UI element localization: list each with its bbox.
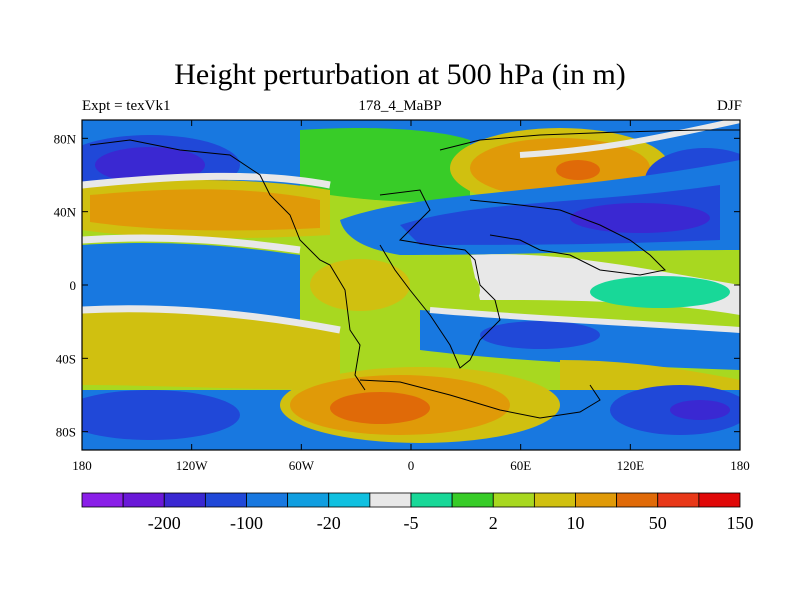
x-tick-label: 120W: [176, 458, 209, 473]
colorbar-swatch: [287, 492, 330, 508]
continent-outlines: [89, 129, 740, 419]
blob-atlantic-green: [300, 128, 470, 202]
colorbar-swatch: [204, 492, 247, 508]
outline-antarctica: [359, 379, 601, 419]
colorbar-swatch: [533, 492, 576, 508]
zero-contour-3: [82, 305, 341, 334]
outline-europe-africa: [379, 189, 501, 369]
blob-antarctic-max: [330, 392, 430, 424]
blob-sw-blue: [82, 390, 240, 440]
colorbar-swatch: [575, 492, 618, 508]
x-tick-label: 180: [72, 458, 92, 473]
colorbar-swatch: [451, 492, 494, 508]
blob-nw-deep: [95, 147, 205, 183]
left-string: Expt = texVk1: [82, 98, 171, 114]
colorbar-swatch: [657, 492, 700, 508]
colorbar-swatch: [122, 492, 165, 508]
blob-se-deep: [670, 400, 730, 420]
blob-pacific-deep: [570, 203, 710, 233]
blob-samerica-yellow: [310, 259, 410, 311]
axes: 180 120W 60W 0 60E 120E 180 80N 40N 0 40S 80S: [54, 120, 750, 473]
colorbar-label: 50: [649, 513, 667, 533]
x-tick-label: 180: [730, 458, 750, 473]
right-string: DJF: [716, 98, 742, 114]
y-tick-label: 40S: [56, 351, 76, 366]
zero-contour-2: [82, 234, 301, 254]
colorbar-swatch: [698, 492, 741, 508]
colorbar-swatch: [616, 492, 659, 508]
colorbar: -200 -100 -20 -5 2 10 50 150: [81, 492, 754, 533]
contour-field: [82, 120, 740, 450]
center-string: 178_4_MaBP: [358, 98, 442, 114]
band-40s-yellow: [82, 308, 340, 390]
colorbar-swatch: [369, 492, 412, 508]
colorbar-label: -5: [404, 513, 419, 533]
y-tick-label: 40N: [54, 205, 77, 220]
colorbar-label: 10: [567, 513, 585, 533]
colorbar-swatch: [328, 492, 371, 508]
x-tick-label: 0: [408, 458, 415, 473]
zero-contour-4: [429, 307, 740, 333]
colorbar-swatch: [246, 492, 289, 508]
blob-indian-green: [590, 276, 730, 308]
outline-asia: [439, 129, 740, 276]
y-tick-label: 80N: [54, 131, 77, 146]
outline-americas: [89, 139, 366, 391]
x-tick-label: 60W: [289, 458, 315, 473]
x-tick-label: 120E: [617, 458, 645, 473]
chart-title: Height perturbation at 500 hPa (in m): [174, 58, 626, 91]
x-tick-label: 60E: [510, 458, 531, 473]
blob-indian-deep: [480, 321, 600, 349]
zero-contour-1: [82, 172, 331, 189]
colorbar-label: -20: [317, 513, 341, 533]
y-tick-label: 0: [70, 278, 77, 293]
colorbar-swatch: [410, 492, 453, 508]
colorbar-label: -200: [148, 513, 181, 533]
zero-contour-5: [519, 120, 740, 158]
colorbar-label: 150: [727, 513, 754, 533]
colorbar-swatch: [81, 492, 124, 508]
colorbar-swatch: [163, 492, 206, 508]
y-tick-label: 80S: [56, 425, 76, 440]
colorbar-swatch: [492, 492, 535, 508]
colorbar-label: 2: [489, 513, 498, 533]
band-40n-orange: [90, 189, 320, 231]
blob-siberia-max: [556, 160, 600, 180]
colorbar-label: -100: [230, 513, 263, 533]
